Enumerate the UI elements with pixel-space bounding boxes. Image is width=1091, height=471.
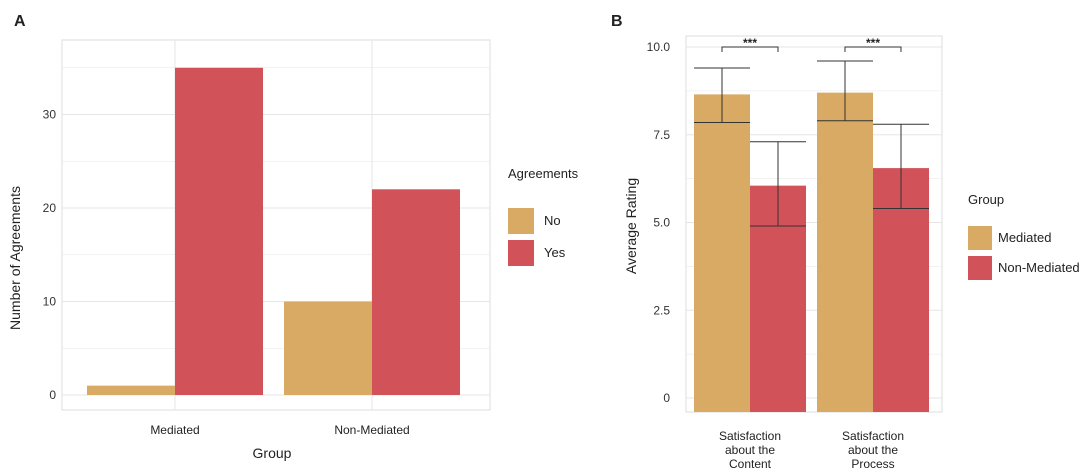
panel-b-y-tick-label: 2.5: [653, 303, 670, 317]
panel-b-legend-title: Group: [968, 192, 1004, 207]
panel-b-legend-label: Mediated: [998, 230, 1051, 245]
panel-a-y-tick-label: 10: [43, 295, 57, 309]
panel-b-x-tick-label: about the: [848, 443, 898, 457]
panel-b-bar-mediated: [694, 94, 750, 412]
panel-a-legend-label: No: [544, 213, 561, 228]
panel-a-legend-key-yes: [508, 240, 534, 266]
panel-a-y-tick-label: 30: [43, 108, 57, 122]
panel-a-x-tick-label: Mediated: [150, 423, 199, 437]
panel-b-x-tick-label: Satisfaction: [719, 429, 781, 443]
panel-b-significance-label: ***: [743, 36, 757, 50]
panel-a-bar-no: [87, 385, 175, 395]
panel-a-ylabel: Number of Agreements: [7, 186, 23, 330]
panel-b-x-tick-label: about the: [725, 443, 775, 457]
panel-a-x-tick-label: Non-Mediated: [334, 423, 409, 437]
panel-b-bar-mediated: [817, 92, 873, 412]
panel-b-y-tick-label: 7.5: [653, 128, 670, 142]
panel-b-y-tick-label: 0: [663, 391, 670, 405]
panel-b-ylabel: Average Rating: [623, 178, 639, 274]
panel-a-label: A: [14, 13, 26, 30]
panel-a-bar-yes: [175, 67, 263, 395]
panel-b-significance-bracket: [844, 46, 902, 52]
panel-b-legend-key-mediated: [968, 226, 992, 250]
panel-b-y-tick-label: 10.0: [647, 40, 671, 54]
panel-a-bar-yes: [372, 189, 460, 395]
panel-a-legend-key-no: [508, 208, 534, 234]
panel-b-legend-label: Non-Mediated: [998, 260, 1080, 275]
panel-a-bar-no: [284, 301, 372, 395]
panel-b-x-tick-label: Content: [729, 457, 772, 471]
panel-a-legend-label: Yes: [544, 245, 566, 260]
panel-b-y-tick-label: 5.0: [653, 216, 670, 230]
panel-a-y-tick-label: 20: [43, 201, 57, 215]
panel-a-xlabel: Group: [253, 445, 292, 461]
panel-b-legend-key-non-mediated: [968, 256, 992, 280]
panel-b-significance-bracket: [721, 46, 779, 52]
panel-a-y-tick-label: 0: [49, 388, 56, 402]
panel-b-x-tick-label: Satisfaction: [842, 429, 904, 443]
panel-b-label: B: [611, 13, 623, 30]
panel-b-x-tick-label: Process: [851, 457, 894, 471]
panel-b-significance-label: ***: [866, 36, 880, 50]
panel-a-legend-title: Agreements: [508, 166, 579, 181]
